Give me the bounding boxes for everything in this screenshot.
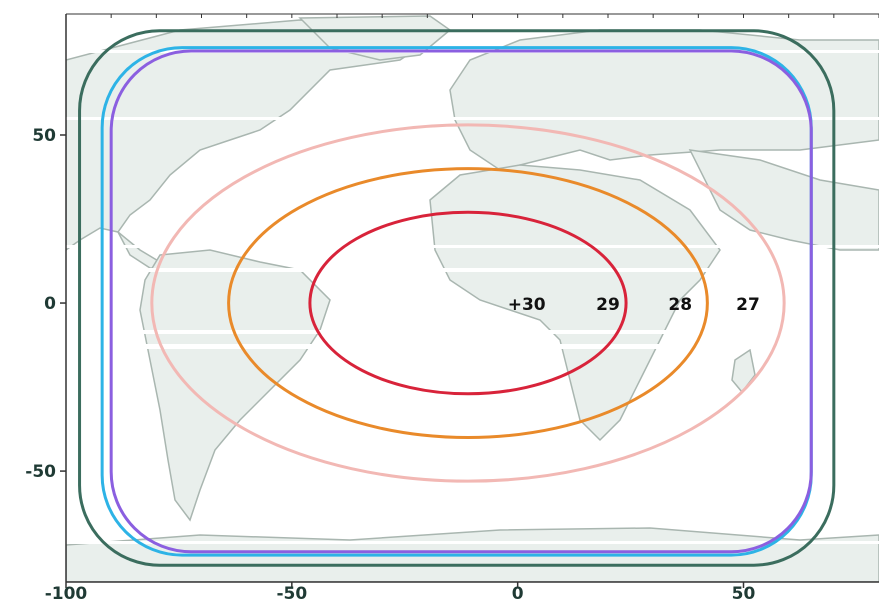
x-tick-label: -100 [45,584,88,603]
contour-30 [308,210,628,396]
contour-label: 28 [668,295,692,315]
landmasses [66,15,879,582]
world-map [66,14,879,582]
x-tick-label: -50 [276,584,307,603]
asia [688,149,879,251]
contour-29 [227,167,709,439]
contour-27 [109,49,813,554]
contour-label: 27 [736,295,760,315]
contour-label: +30 [508,295,546,315]
y-tick-label: 0 [44,294,56,314]
contour-labels: +3029282726 [508,295,760,315]
y-tick-label: -50 [25,462,56,482]
contour-28 [150,123,786,483]
y-axis: 50 0 -50 [25,126,66,482]
x-tick-label: 50 [732,584,756,603]
x-tick-label: 0 [512,584,524,603]
contour-label: 29 [596,295,620,315]
africa [429,164,721,442]
x-axis: -100 -50 0 50 [45,14,879,603]
contour-lines [78,29,836,567]
contour-outer [78,29,836,567]
y-tick-label: 50 [32,126,56,146]
